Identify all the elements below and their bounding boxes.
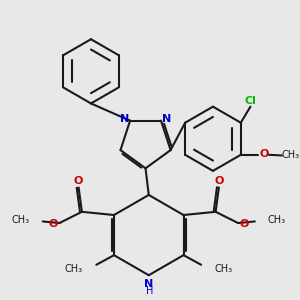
Text: CH₃: CH₃ (268, 215, 286, 225)
Text: CH₃: CH₃ (281, 150, 300, 160)
Text: O: O (215, 176, 224, 186)
Text: N: N (144, 279, 153, 289)
Text: O: O (49, 219, 58, 229)
Text: CH₃: CH₃ (12, 215, 30, 225)
Text: H: H (146, 286, 153, 296)
Text: N: N (120, 114, 129, 124)
Text: O: O (239, 219, 249, 229)
Text: O: O (259, 149, 268, 159)
Text: CH₃: CH₃ (215, 264, 233, 274)
Text: Cl: Cl (244, 96, 256, 106)
Text: N: N (162, 114, 171, 124)
Text: CH₃: CH₃ (65, 264, 83, 274)
Text: O: O (73, 176, 83, 186)
